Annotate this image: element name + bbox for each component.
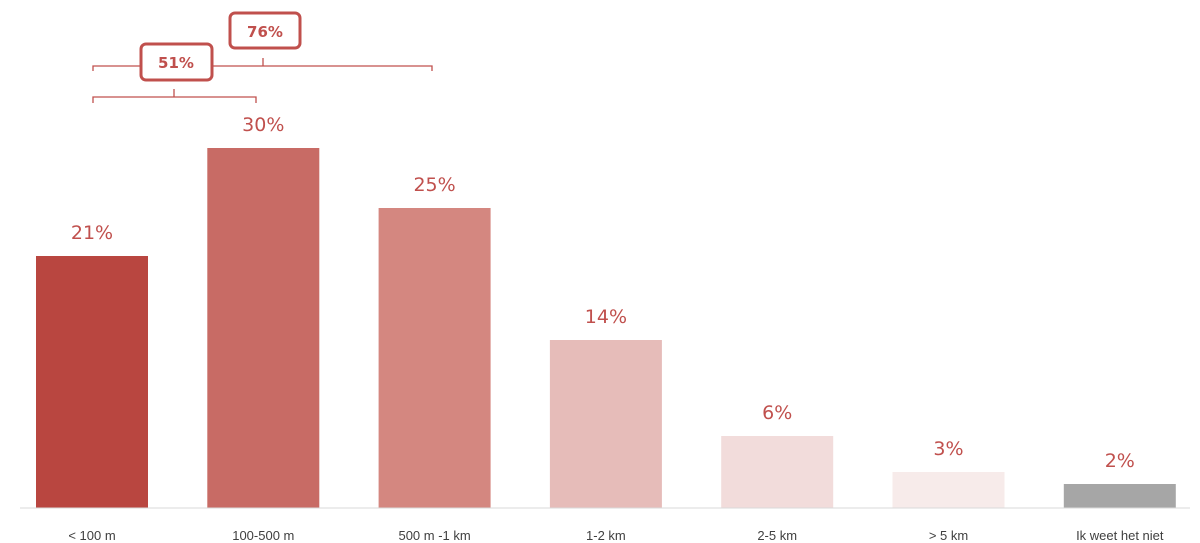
- value-label-1: 21%: [71, 222, 113, 244]
- value-label-7: 2%: [1105, 450, 1135, 472]
- bar-6: [892, 472, 1005, 508]
- category-label-3: 500 m -1 km: [398, 528, 470, 543]
- callout-76-label: 76%: [247, 23, 283, 41]
- bracket-76: 76%: [92, 11, 433, 71]
- bar-5: [721, 436, 834, 508]
- category-label-6: > 5 km: [929, 528, 968, 543]
- bar-1: [36, 256, 148, 508]
- bar-7: [1063, 484, 1176, 508]
- value-labels-group: 21% 30% 25% 14% 6% 3% 2%: [71, 114, 1135, 472]
- bracket-51: 51%: [92, 42, 257, 103]
- category-label-1: < 100 m: [68, 528, 115, 543]
- bar-3: [378, 208, 491, 508]
- category-labels-group: < 100 m 100-500 m 500 m -1 km 1-2 km 2-5 km >…: [68, 528, 1164, 543]
- bar-4: [549, 340, 662, 508]
- category-label-7: Ik weet het niet: [1076, 528, 1164, 543]
- category-label-2: 100-500 m: [232, 528, 294, 543]
- value-label-4: 14%: [585, 306, 627, 328]
- callout-box-76: [228, 11, 302, 50]
- value-label-3: 25%: [413, 174, 455, 196]
- value-label-2: 30%: [242, 114, 284, 136]
- bars-group: [36, 148, 1176, 508]
- value-label-5: 6%: [762, 402, 792, 424]
- value-label-6: 3%: [933, 438, 963, 460]
- callout-box-51: [139, 42, 214, 82]
- category-label-4: 1-2 km: [586, 528, 626, 543]
- bar-2: [207, 148, 320, 508]
- category-label-5: 2-5 km: [757, 528, 797, 543]
- callout-51-label: 51%: [158, 54, 194, 72]
